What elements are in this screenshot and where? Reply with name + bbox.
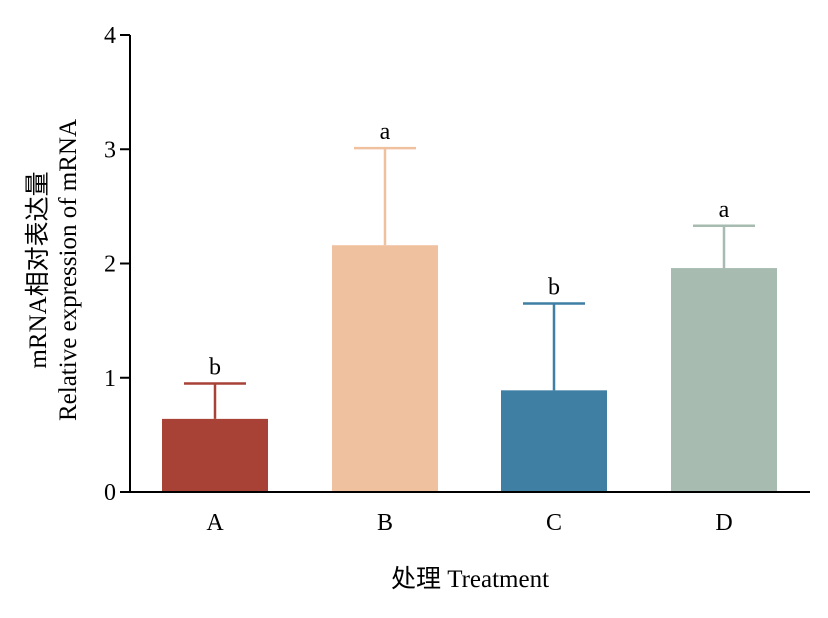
- bar-B: [332, 245, 438, 492]
- bar-A: [162, 418, 268, 492]
- x-axis-title: 处理 Treatment: [391, 565, 549, 593]
- y-tick-label-1: 1: [104, 366, 116, 392]
- y-axis-title: mRNA相对表达量 Relative expression of mRNA: [24, 119, 82, 421]
- significance-label-D: a: [719, 197, 730, 223]
- significance-label-B: a: [380, 119, 391, 145]
- y-axis-title-line-2: Relative expression of mRNA: [55, 119, 82, 421]
- labels-layer: b Aa Bb Ca D 0 1 2 3 4: [104, 23, 733, 536]
- y-tick-label-3: 3: [104, 137, 116, 163]
- x-tick-label-B: B: [377, 510, 393, 536]
- bar-C: [501, 390, 607, 492]
- x-tick-label-C: C: [546, 510, 562, 536]
- y-tick-label-0: 0: [104, 480, 116, 506]
- significance-label-A: b: [209, 354, 221, 380]
- y-tick-label-2: 2: [104, 252, 116, 278]
- bars-layer: [162, 245, 777, 492]
- y-tick-label-4: 4: [104, 23, 116, 49]
- y-axis-title-line-1: mRNA相对表达量: [24, 171, 52, 368]
- x-tick-label-A: A: [206, 510, 224, 536]
- bar-D: [671, 268, 777, 492]
- error-bars-layer: [184, 146, 755, 419]
- significance-label-C: b: [548, 274, 560, 300]
- x-tick-label-D: D: [715, 510, 732, 536]
- axes-layer: [120, 34, 810, 493]
